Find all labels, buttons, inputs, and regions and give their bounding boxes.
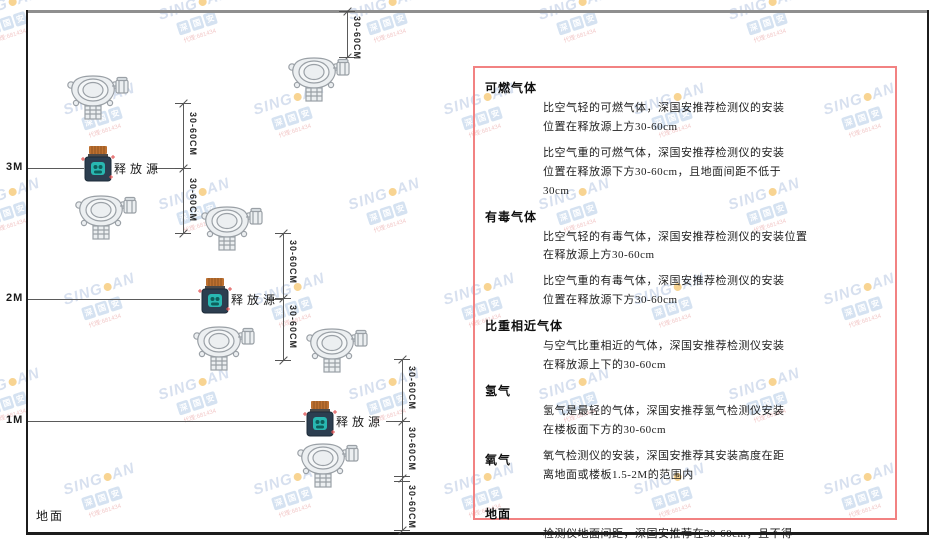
gas-detector-graphic (288, 57, 350, 102)
axis-label-1m: 1M (6, 414, 24, 426)
watermark-dot-icon (7, 186, 18, 197)
level-line-2m (28, 299, 200, 300)
dim-label: 30-60CM (288, 240, 298, 285)
dim-label: 30-60CM (188, 178, 198, 223)
release-source-label: 释放源 (231, 293, 280, 307)
connector-1m (386, 421, 401, 422)
level-line-3m (28, 168, 84, 169)
watermark-dot-icon (197, 0, 208, 7)
section-paragraph: 氢气是最轻的气体，深国安推荐氢气检测仪安装 在楼板面下方的30-60cm (543, 404, 785, 436)
connector-2m (266, 299, 282, 300)
section-paragraph: 检测仪地面间距，深国安推荐在30-60cm，且不得 小于30cm，因为过低容易水… (543, 527, 793, 540)
section-heading: 比重相近气体 (485, 319, 564, 334)
watermark-dot-icon (102, 281, 113, 292)
gas-detector (303, 325, 369, 375)
gas-detector-graphic (306, 328, 368, 373)
ground-line (26, 532, 929, 535)
gas-detector (64, 72, 130, 122)
watermark-dot-icon (767, 0, 778, 7)
watermark-dot-icon (197, 376, 208, 387)
guideline-section: 有毒气体 比空气轻的有毒气体，深国安推荐检测仪的安装位置 在释放源上方30-60c… (485, 208, 885, 311)
gas-detector (190, 323, 256, 373)
section-paragraph: 与空气比重相近的气体，深国安推荐检测仪安装 在释放源上下的30-60cm (543, 340, 785, 372)
watermark-dot-icon (387, 0, 398, 7)
watermark-dot-icon (7, 376, 18, 387)
section-paragraph: 比空气重的可燃气体，深国安推荐检测仪的安装 位置在释放源下方30-60cm，且地… (543, 146, 785, 197)
release-source (302, 400, 338, 440)
guideline-section: 氢气氢气是最轻的气体，深国安推荐氢气检测仪安装 在楼板面下方的30-60cm (485, 382, 885, 440)
gas-detector (294, 440, 360, 490)
guideline-section: 可燃气体 比空气轻的可燃气体，深国安推荐检测仪的安装 位置在释放源上方30-60c… (485, 79, 885, 201)
section-heading: 氢气 (485, 383, 512, 398)
watermark-dot-icon (577, 0, 588, 7)
dim-label: 30-60CM (407, 427, 417, 472)
ceiling-line (26, 10, 929, 13)
watermark-dot-icon (102, 471, 113, 482)
dim-label: 30-60CM (407, 485, 417, 530)
panel-sections: 可燃气体 比空气轻的可燃气体，深国安推荐检测仪的安装 位置在释放源上方30-60c… (485, 79, 885, 541)
release-source-label: 释放源 (114, 162, 163, 176)
gas-detector-graphic (193, 326, 255, 371)
axis-label-3m: 3M (6, 161, 24, 173)
right-wall-line (927, 10, 929, 535)
gas-detector (285, 54, 351, 104)
section-paragraph: 比空气轻的有毒气体，深国安推荐检测仪的安装位置 在释放源上方30-60cm (543, 230, 808, 262)
release-source-label: 释放源 (336, 415, 385, 429)
guideline-section: 比重相近气体与空气比重相近的气体，深国安推荐检测仪安装 在释放源上下的30-60… (485, 317, 885, 375)
left-wall-axis-line (26, 10, 28, 535)
release-source-graphic (303, 401, 337, 437)
gas-detector-graphic (297, 443, 359, 488)
ground-label: 地面 (36, 509, 65, 523)
gas-detector-graphic (75, 195, 137, 240)
section-paragraph: 比空气重的有毒气体，深国安推荐检测仪的安装 位置在释放源下方30-60cm (543, 275, 785, 307)
release-source (80, 145, 116, 185)
connector-3m (152, 168, 182, 169)
guideline-section: 氧气 氧气检测仪的安装，深国安推荐其安装高度在距 离地面或楼板1.5-2M的范围内 (485, 447, 885, 485)
dim-line-ceiling (347, 11, 348, 57)
section-heading: 可燃气体 (485, 81, 538, 95)
section-paragraph: 氧气检测仪的安装，深国安推荐其安装高度在距 离地面或楼板1.5-2M的范围内 (543, 449, 785, 481)
axis-label-2m: 2M (6, 292, 24, 304)
dim-label: 30-60CM (352, 16, 362, 61)
dim-label: 30-60CM (188, 112, 198, 157)
release-source-graphic (198, 278, 232, 314)
dim-line-1m (402, 359, 403, 530)
gas-detector-graphic (67, 75, 129, 120)
watermark-dot-icon (197, 186, 208, 197)
gas-detector (198, 203, 264, 253)
watermark-dot-icon (7, 0, 18, 7)
level-line-1m (28, 421, 305, 422)
section-heading: 有毒气体 (485, 209, 538, 224)
dim-label: 30-60CM (407, 366, 417, 411)
section-heading: 地面 (485, 506, 512, 521)
watermark-dot-icon (387, 376, 398, 387)
section-paragraph: 比空气轻的可燃气体，深国安推荐检测仪的安装 位置在释放源上方30-60cm (543, 102, 785, 133)
section-heading: 氧气 (485, 452, 512, 467)
release-source-graphic (81, 146, 115, 182)
gas-detector (72, 192, 138, 242)
gas-detector-graphic (201, 206, 263, 251)
watermark-dot-icon (387, 186, 398, 197)
release-source (197, 277, 233, 317)
guidelines-panel: 可燃气体 比空气轻的可燃气体，深国安推荐检测仪的安装 位置在释放源上方30-60c… (473, 66, 897, 540)
dim-label: 30-60CM (288, 305, 298, 350)
